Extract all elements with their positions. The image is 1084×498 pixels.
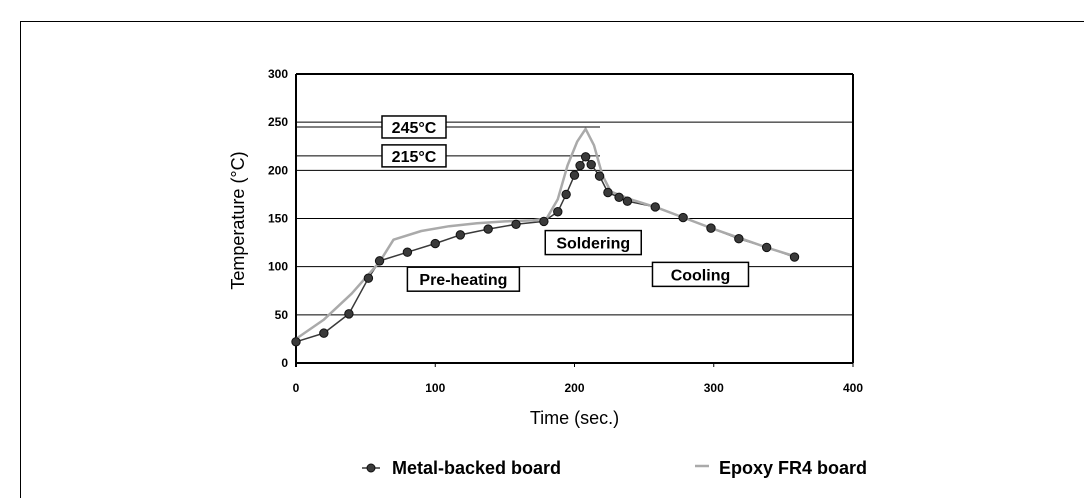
data-point [430,238,440,249]
data-point [455,230,466,240]
x-tick-label: 400 [843,381,863,395]
data-point [374,256,385,266]
data-point [402,247,413,257]
annotation-box [651,261,750,288]
data-point [678,212,688,223]
data-point [344,309,354,319]
data-point [291,337,301,347]
legend-label-metal: Metal-backed board [392,458,561,478]
annotation-label: Cooling [671,267,731,284]
y-tick-label: 250 [268,115,288,129]
legend-label-epoxy: Epoxy FR4 board [719,458,867,478]
reference-label: 245°C [392,120,437,137]
data-point [650,202,660,212]
reference-label-box [381,115,447,139]
data-point [511,219,521,229]
annotation-box [406,266,521,292]
data-point [319,328,329,338]
x-tick-label: 100 [425,381,445,395]
reference-label-box [381,144,447,168]
data-point [363,273,374,283]
x-axis-label: Time (sec.) [530,408,619,428]
y-tick-label: 150 [268,212,288,226]
data-point [569,170,580,180]
data-point [553,207,563,217]
x-tick-label: 200 [564,381,584,395]
y-tick-label: 200 [268,163,288,177]
data-point [580,152,591,162]
y-tick-label: 0 [281,356,288,370]
y-tick-label: 100 [268,260,288,274]
data-point [603,187,613,198]
data-point [539,216,549,227]
data-point [706,223,716,233]
data-point [575,160,585,171]
data-point [594,171,605,181]
data-point [761,242,772,253]
annotation-label: Pre-heating [419,272,507,289]
data-point [483,224,493,234]
annotation-box [544,229,643,256]
data-point [734,234,744,244]
data-point [614,192,624,203]
y-axis-label: Temperature (°C) [228,151,248,289]
annotation-label: Soldering [556,236,630,253]
x-tick-label: 0 [293,381,300,395]
y-tick-label: 50 [275,308,289,322]
legend-swatch-metal-marker [366,463,376,473]
data-point [586,159,596,170]
data-point [789,252,800,262]
reference-label: 215°C [392,149,437,166]
x-tick-label: 300 [704,381,724,395]
data-point [561,189,571,200]
data-point [622,196,633,206]
figure-frame [20,21,1084,498]
y-tick-label: 300 [268,67,288,81]
